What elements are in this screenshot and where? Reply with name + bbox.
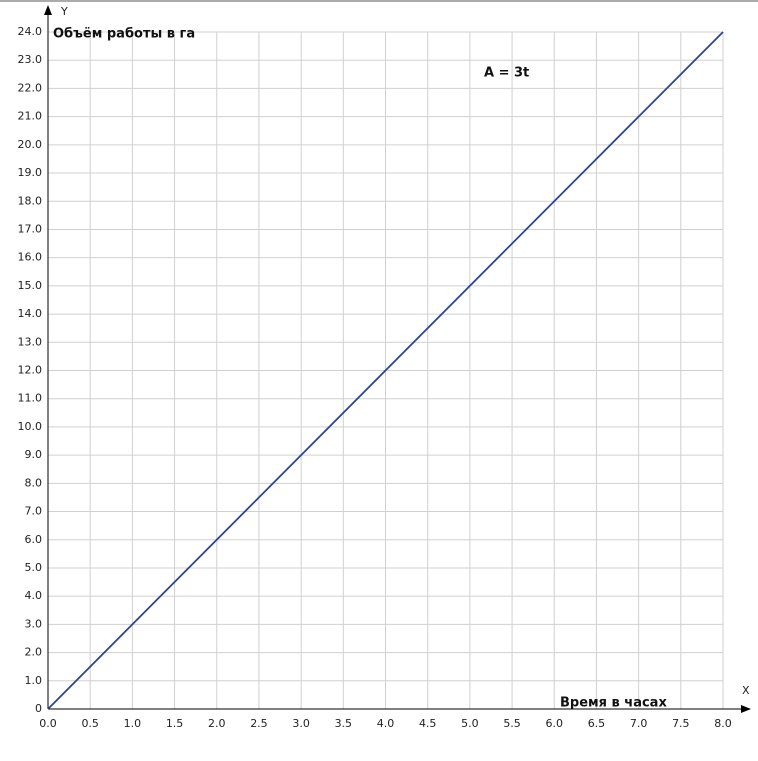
x-axis-name: X — [742, 684, 750, 697]
y-tick-label: 6.0 — [25, 533, 43, 546]
y-axis-title: Объём работы в га — [53, 27, 195, 42]
x-tick-label: 5.0 — [461, 717, 479, 730]
y-tick-label: 8.0 — [25, 476, 43, 489]
y-tick-label: 21.0 — [18, 110, 43, 123]
y-tick-label: 23.0 — [18, 53, 43, 66]
y-tick-label: 24.0 — [18, 25, 43, 38]
y-arrow — [44, 5, 52, 15]
y-tick-label: 3.0 — [25, 617, 43, 630]
y-tick-label: 0 — [35, 702, 42, 715]
data-line — [47, 31, 724, 710]
y-tick-label: 19.0 — [18, 166, 43, 179]
x-tick-label: 8.0 — [714, 717, 732, 730]
y-tick-label: 17.0 — [18, 222, 43, 235]
y-tick-label: 11.0 — [18, 392, 43, 405]
y-tick-label: 14.0 — [18, 307, 43, 320]
x-tick-label: 6.0 — [546, 717, 564, 730]
y-tick-label: 4.0 — [25, 589, 43, 602]
annotation: A = 3t — [484, 66, 529, 81]
y-tick-label: 16.0 — [18, 251, 43, 264]
x-tick-label: 5.5 — [503, 717, 521, 730]
y-tick-label: 15.0 — [18, 279, 43, 292]
x-tick-label: 7.0 — [630, 717, 648, 730]
x-tick-label: 6.5 — [588, 717, 606, 730]
x-tick-label: 2.0 — [208, 717, 226, 730]
y-tick-label: 1.0 — [25, 674, 43, 687]
x-tick-label: 2.5 — [250, 717, 268, 730]
x-tick-label: 4.0 — [377, 717, 395, 730]
y-tick-label: 2.0 — [25, 646, 43, 659]
y-axis-name: Y — [60, 5, 68, 18]
y-tick-label: 10.0 — [18, 420, 43, 433]
x-arrow — [741, 705, 751, 713]
x-tick-label: 0.5 — [81, 717, 99, 730]
y-tick-label: 18.0 — [18, 194, 43, 207]
y-tick-label: 13.0 — [18, 335, 43, 348]
x-tick-label: 3.0 — [292, 717, 310, 730]
y-tick-label: 7.0 — [25, 505, 43, 518]
y-tick-label: 9.0 — [25, 448, 43, 461]
y-tick-label: 20.0 — [18, 138, 43, 151]
y-tick-label: 12.0 — [18, 364, 43, 377]
x-tick-label: 1.5 — [166, 717, 184, 730]
y-tick-label: 22.0 — [18, 81, 43, 94]
x-tick-label: 3.5 — [335, 717, 353, 730]
y-tick-label: 5.0 — [25, 561, 43, 574]
x-tick-label: 4.5 — [419, 717, 437, 730]
x-axis-title: Время в часах — [560, 696, 667, 711]
x-tick-label: 0.0 — [39, 717, 57, 730]
x-tick-label: 7.5 — [672, 717, 690, 730]
x-tick-label: 1.0 — [124, 717, 142, 730]
